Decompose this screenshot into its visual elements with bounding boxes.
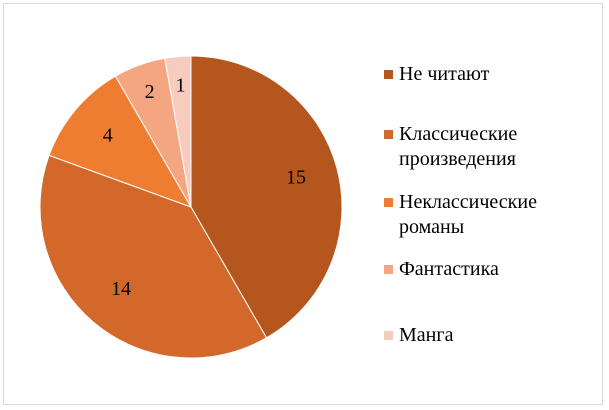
pie-slice [48,75,193,208]
legend-label: Классические произведения [399,123,518,170]
legend-item: Классические произведения [383,122,588,172]
data-label: 4 [103,125,113,147]
data-label: 2 [145,81,155,103]
pie-slice [190,55,343,339]
data-label: 14 [111,278,131,300]
legend-label: Не читают [399,63,490,85]
pie-slice [164,55,192,208]
legend-swatch [383,69,394,80]
legend-item: Не читают [383,62,588,87]
legend-label: Фантастика [399,258,499,280]
chart-border [3,3,603,405]
data-label: 15 [286,166,306,188]
pie-slice [39,154,268,359]
legend-item: Неклассические романы [383,190,588,240]
legend-swatch [383,330,394,341]
legend-label: Манга [399,324,454,346]
legend-label: Неклассические романы [399,191,537,238]
data-label: 1 [175,74,185,96]
legend-swatch [383,129,394,140]
legend-swatch [383,197,394,208]
legend-swatch [383,264,394,275]
legend-item: Фантастика [383,257,588,282]
legend-item: Манга [383,323,588,348]
